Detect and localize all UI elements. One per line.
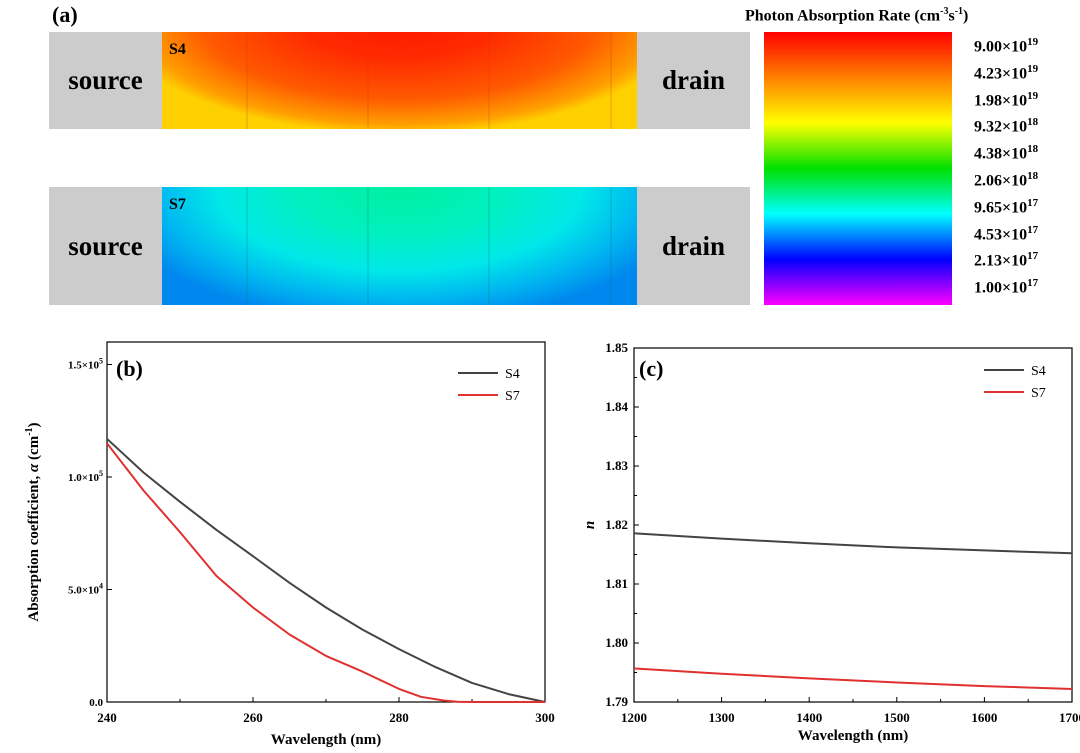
x-tick-label-c: 1500 xyxy=(884,710,910,725)
y-tick-label-c: 1.84 xyxy=(605,399,628,414)
colorbar-label: 9.00×1019 xyxy=(974,36,1039,56)
x-tick-label-b: 300 xyxy=(535,710,555,725)
device-s4: source S4 drain xyxy=(49,32,750,129)
channel-heatmap-s4: S4 xyxy=(162,32,637,129)
colorbar-title: Photon Absorption Rate (cm-3s-1) xyxy=(745,6,969,25)
x-axis-label-c: Wavelength (nm) xyxy=(798,728,908,744)
series-line-s7 xyxy=(106,442,545,703)
series-line-s4 xyxy=(633,532,1073,555)
y-tick-label-c: 1.81 xyxy=(605,576,628,591)
x-tick-label-c: 1700 xyxy=(1059,710,1080,725)
y-tick-label-b: 1.0×105 xyxy=(68,469,103,484)
legend-label-s4: S4 xyxy=(505,367,520,382)
mesh-lines-s7 xyxy=(246,187,612,305)
y-axis-label-c: n xyxy=(582,521,598,529)
y-tick-label-c: 1.82 xyxy=(605,517,628,532)
y-tick-label-c: 1.79 xyxy=(605,694,628,709)
colorbar-label: 4.53×1017 xyxy=(974,223,1039,243)
colorbar-label: 4.38×1018 xyxy=(974,143,1039,163)
plot-frame-c xyxy=(633,347,1073,703)
colorbar-label: 4.23×1019 xyxy=(974,62,1039,83)
x-tick-label-c: 1200 xyxy=(621,710,647,725)
x-tick-label-c: 1600 xyxy=(971,710,997,725)
colorbar-label: 2.13×1017 xyxy=(974,250,1039,270)
y-tick-label-c: 1.83 xyxy=(605,458,628,473)
colorbar-gradient xyxy=(764,32,952,305)
x-tick-label-b: 260 xyxy=(243,710,263,725)
x-tick-label-b: 240 xyxy=(97,710,117,725)
legend-label-s4: S4 xyxy=(1031,364,1046,379)
y-tick-label-c: 1.80 xyxy=(605,635,628,650)
chart-c: 1200 1300 1400 1500 1600 1700 1.79 1.80 1.81 1.82… xyxy=(582,340,1080,744)
sample-tag-s4: S4 xyxy=(169,41,186,58)
x-axis-label-b: Wavelength (nm) xyxy=(271,732,381,748)
legend-label-s7: S7 xyxy=(505,389,520,404)
colorbar-label: 9.32×1018 xyxy=(974,116,1039,136)
y-tick-label-b: 5.0×104 xyxy=(68,582,103,597)
series-line-s7 xyxy=(633,667,1073,690)
sample-tag-s7: S7 xyxy=(169,196,186,213)
x-tick-label-b: 280 xyxy=(389,710,409,725)
panel-b-label: (b) xyxy=(116,356,143,381)
colorbar-label: 9.65×1017 xyxy=(974,196,1039,217)
colorbar-label: 1.98×1019 xyxy=(974,89,1039,109)
device-s7: source S7 drain xyxy=(49,187,750,305)
y-tick-label-c: 1.85 xyxy=(605,340,628,355)
series-line-s4 xyxy=(106,438,546,703)
y-tick-label-b: 1.5×105 xyxy=(68,357,103,372)
source-contact-s4: source xyxy=(49,32,162,129)
panel-c-label: (c) xyxy=(639,356,663,381)
mesh-lines-s4 xyxy=(246,32,612,129)
channel-heatmap-s7: S7 xyxy=(162,187,637,305)
drain-contact-s7: drain xyxy=(637,187,750,305)
source-contact-s7: source xyxy=(49,187,162,305)
drain-contact-s4: drain xyxy=(637,32,750,129)
y-tick-label-b: 0.0 xyxy=(89,697,103,709)
y-axis-label-b: Absorption coefficient, α (cm-1) xyxy=(24,422,42,621)
chart-b: 240 260 280 300 0.0 5.0×104 1.0×105 1.5×105 S4 S7… xyxy=(24,341,555,748)
panel-a-label: (a) xyxy=(52,2,78,27)
colorbar-label: 1.00×1017 xyxy=(974,277,1039,297)
colorbar-label: 2.06×1018 xyxy=(974,170,1039,190)
x-tick-label-c: 1300 xyxy=(709,710,735,725)
legend-label-s7: S7 xyxy=(1031,386,1046,401)
x-tick-label-c: 1400 xyxy=(796,710,822,725)
